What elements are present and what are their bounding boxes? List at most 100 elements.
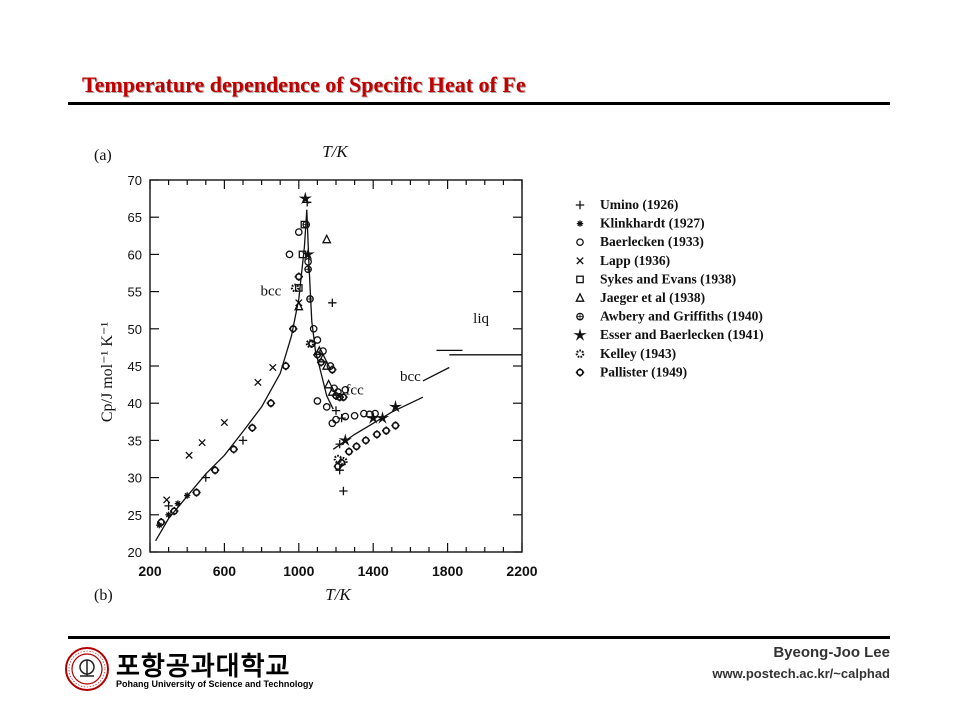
data-point-diamond	[344, 447, 354, 456]
data-point-circle	[322, 403, 331, 411]
author-name: Byeong-Joo Lee	[773, 644, 890, 661]
legend-marker-square	[576, 275, 584, 284]
data-point-triangle	[321, 360, 332, 370]
x-tick-label: 1400	[358, 563, 389, 579]
data-point-plus	[238, 436, 248, 445]
website-url[interactable]: www.postech.ac.kr/~calphad	[712, 666, 890, 681]
legend-entry: Umino (1926)	[600, 197, 678, 212]
phase-label-bcc: bcc	[400, 369, 421, 385]
data-point-diamond	[294, 272, 303, 281]
legend-marker-circle-plus	[576, 312, 584, 321]
data-point-star	[298, 191, 312, 205]
data-point-circle	[341, 412, 350, 421]
data-point-diamond	[337, 458, 346, 467]
legend-marker-triangle	[575, 292, 585, 302]
legend-marker-asterisk	[576, 220, 584, 227]
data-point-cross	[220, 418, 229, 427]
logo-korean-name: 포항공과대학교	[116, 652, 291, 682]
legend-entry: Kelley (1943)	[600, 346, 676, 361]
y-tick-label: 35	[128, 433, 142, 448]
curve-bcc-delta	[422, 366, 450, 382]
data-point-plus	[328, 298, 337, 307]
x-tick-label: 1800	[432, 563, 463, 579]
x-tick-label: 1000	[283, 563, 314, 579]
data-point-square	[298, 250, 307, 259]
data-point-cross	[198, 438, 206, 447]
data-point-diamond	[361, 436, 370, 445]
data-point-circle	[360, 409, 368, 418]
data-point-diamond	[229, 445, 238, 454]
data-point-plus	[335, 466, 344, 475]
chart-labels: bcc fcc bcc liq	[260, 283, 489, 398]
legend-entry: Awbery and Griffiths (1940)	[600, 309, 763, 324]
data-point-star	[388, 399, 403, 413]
data-point-star	[301, 247, 315, 261]
data-point-gear	[339, 456, 348, 466]
data-point-cross	[185, 451, 193, 459]
data-point-circle-plus	[302, 220, 311, 229]
y-tick-label: 40	[128, 396, 142, 411]
data-point-circle	[313, 336, 322, 344]
data-point-circle	[350, 411, 359, 420]
data-point-circle	[332, 415, 340, 424]
data-point-square	[294, 284, 303, 292]
phase-label-fcc: fcc	[345, 382, 364, 398]
data-point-circle	[294, 228, 303, 236]
data-point-diamond	[281, 361, 290, 371]
chart-legend: Umino (1926) Klinkhardt (1927) Baerlecken …	[573, 197, 764, 379]
data-point-circle	[341, 385, 350, 394]
data-point-triangle	[323, 378, 334, 389]
legend-entry: Pallister (1949)	[600, 364, 687, 379]
legend-marker-plus	[575, 200, 585, 210]
top-x-axis-label: T/K	[322, 142, 349, 161]
university-seal-icon	[65, 647, 109, 691]
data-point-cross	[254, 378, 262, 387]
data-point-diamond	[328, 365, 337, 374]
data-point-circle	[285, 250, 294, 259]
y-tick-label: 45	[128, 359, 142, 374]
chart-markers	[156, 191, 403, 529]
data-point-diamond	[339, 393, 348, 402]
logo-english-name: Pohang University of Science and Technol…	[116, 679, 314, 689]
legend-marker-circle	[576, 238, 584, 247]
phase-label-bcc: bcc	[260, 283, 281, 299]
data-point-plus	[164, 501, 173, 511]
x-axis-label: T/K	[325, 585, 352, 604]
data-point-star	[338, 433, 352, 447]
data-point-asterisk	[174, 500, 182, 507]
data-point-diamond	[352, 442, 361, 451]
data-point-plus	[339, 486, 348, 496]
data-point-circle	[309, 324, 318, 333]
legend-entry: Sykes and Evans (1938)	[600, 271, 736, 286]
data-point-diamond	[192, 488, 201, 497]
y-tick-label: 65	[128, 210, 142, 225]
data-point-circle-plus	[304, 265, 312, 274]
footer-divider	[68, 636, 890, 639]
legend-entry: Baerlecken (1933)	[600, 234, 704, 249]
legend-marker-cross	[576, 257, 584, 265]
y-tick-label: 60	[128, 247, 142, 262]
data-point-asterisk	[165, 511, 172, 518]
panel-label-b: (b)	[94, 587, 113, 604]
university-logo: 포항공과대학교 Pohang University of Science and…	[64, 646, 313, 692]
data-point-triangle	[294, 300, 304, 311]
data-point-plus	[201, 473, 211, 482]
legend-marker-diamond	[575, 368, 585, 377]
data-point-diamond	[316, 358, 326, 367]
data-point-diamond	[210, 466, 220, 475]
data-point-diamond	[331, 391, 341, 400]
x-tick-label: 200	[138, 563, 162, 579]
specific-heat-chart: 200 600 1000 1400 1800 2200 20 25 30 35 40 45 50 55 60…	[94, 142, 764, 604]
data-point-gear	[290, 283, 300, 293]
x-tick-label: 600	[213, 563, 237, 579]
data-point-diamond	[156, 518, 166, 527]
plot-frame	[149, 179, 523, 553]
y-tick-label: 70	[128, 173, 142, 188]
legend-marker-gear	[575, 349, 585, 359]
data-point-circle	[304, 257, 312, 266]
x-tick-label: 2200	[506, 563, 537, 579]
data-point-cross	[163, 496, 171, 504]
legend-entry: Esser and Baerlecken (1941)	[600, 327, 764, 342]
data-point-diamond	[307, 339, 316, 348]
data-point-plus	[331, 406, 341, 415]
